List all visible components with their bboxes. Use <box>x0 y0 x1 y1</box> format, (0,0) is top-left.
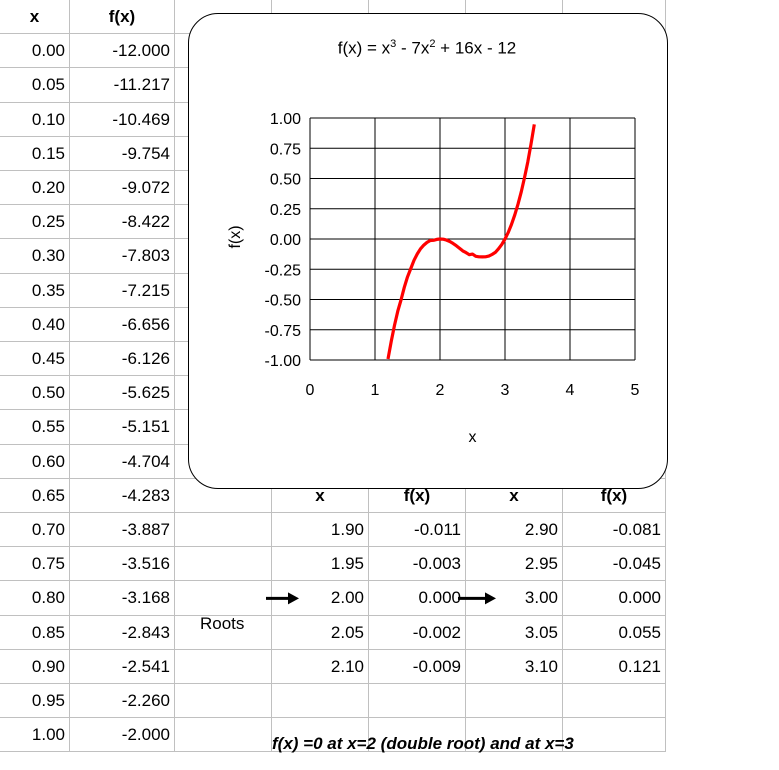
fx-value-cell[interactable]: -2.260 <box>70 684 175 719</box>
x-value-cell[interactable]: 0.05 <box>0 68 70 103</box>
x-value-cell[interactable]: 0.30 <box>0 239 70 274</box>
column-header-fx[interactable]: f(x) <box>70 0 175 35</box>
chart-area[interactable] <box>188 13 668 489</box>
x-value-cell[interactable]: 0.65 <box>0 478 70 513</box>
roots-fx-cell[interactable]: 0.000 <box>563 581 666 616</box>
empty-cell[interactable] <box>272 718 369 753</box>
x-value-cell[interactable]: 1.00 <box>0 718 70 753</box>
x-value-cell[interactable]: 0.40 <box>0 307 70 342</box>
fx-value-cell[interactable]: -4.704 <box>70 444 175 479</box>
roots-fx-cell[interactable]: -0.003 <box>369 547 466 582</box>
fx-value-cell[interactable]: -7.803 <box>70 239 175 274</box>
empty-cell[interactable] <box>466 684 563 719</box>
fx-value-cell[interactable]: -3.168 <box>70 581 175 616</box>
empty-cell[interactable] <box>369 718 466 753</box>
roots-x-cell[interactable]: 2.10 <box>272 649 369 684</box>
column-header-x[interactable]: x <box>0 0 70 35</box>
x-value-cell[interactable]: 0.50 <box>0 376 70 411</box>
empty-cell[interactable] <box>175 684 272 719</box>
roots-header-fx[interactable]: f(x) <box>369 478 466 513</box>
empty-cell[interactable] <box>272 684 369 719</box>
empty-cell[interactable] <box>175 547 272 582</box>
roots-fx-cell[interactable]: -0.045 <box>563 547 666 582</box>
x-value-cell[interactable]: 0.55 <box>0 410 70 445</box>
roots-fx-cell[interactable]: -0.011 <box>369 513 466 548</box>
fx-value-cell[interactable]: -3.887 <box>70 513 175 548</box>
x-value-cell[interactable]: 0.35 <box>0 273 70 308</box>
fx-value-cell[interactable]: -4.283 <box>70 478 175 513</box>
roots-x-cell[interactable]: 1.90 <box>272 513 369 548</box>
x-value-cell[interactable]: 0.95 <box>0 684 70 719</box>
fx-value-cell[interactable]: -6.656 <box>70 307 175 342</box>
fx-value-cell[interactable]: -5.625 <box>70 376 175 411</box>
roots-fx-cell[interactable]: 0.000 <box>369 581 466 616</box>
roots-x-cell[interactable]: 1.95 <box>272 547 369 582</box>
x-value-cell[interactable]: 0.00 <box>0 34 70 69</box>
roots-x-cell[interactable]: 2.00 <box>272 581 369 616</box>
fx-value-cell[interactable]: -6.126 <box>70 342 175 377</box>
x-value-cell[interactable]: 0.45 <box>0 342 70 377</box>
x-value-cell[interactable]: 0.70 <box>0 513 70 548</box>
x-value-cell[interactable]: 0.85 <box>0 615 70 650</box>
x-value-cell[interactable]: 0.25 <box>0 205 70 240</box>
roots-fx-cell[interactable]: -0.002 <box>369 615 466 650</box>
fx-value-cell[interactable]: -12.000 <box>70 34 175 69</box>
chart-title: f(x) = x3 - 7x2 + 16x - 12 <box>337 38 517 58</box>
empty-cell[interactable] <box>563 718 666 753</box>
fx-value-cell[interactable]: -10.469 <box>70 102 175 137</box>
fx-value-cell[interactable]: -2.843 <box>70 615 175 650</box>
fx-value-cell[interactable]: -8.422 <box>70 205 175 240</box>
roots-x-cell[interactable]: 3.05 <box>466 615 563 650</box>
x-value-cell[interactable]: 0.80 <box>0 581 70 616</box>
empty-cell[interactable] <box>175 513 272 548</box>
roots-header-x[interactable]: x <box>272 478 369 513</box>
roots-fx-cell[interactable]: -0.009 <box>369 649 466 684</box>
roots-label: Roots <box>200 614 245 633</box>
roots-x-cell[interactable]: 3.10 <box>466 649 563 684</box>
empty-cell[interactable] <box>466 718 563 753</box>
x-value-cell[interactable]: 0.20 <box>0 171 70 206</box>
empty-cell[interactable] <box>175 649 272 684</box>
roots-fx-cell[interactable]: 0.121 <box>563 649 666 684</box>
roots-x-cell[interactable]: 2.05 <box>272 615 369 650</box>
roots-x-cell[interactable]: 3.00 <box>466 581 563 616</box>
roots-header-fx[interactable]: f(x) <box>563 478 666 513</box>
empty-cell[interactable] <box>175 615 272 650</box>
fx-value-cell[interactable]: -9.754 <box>70 136 175 171</box>
fx-value-cell[interactable]: -2.541 <box>70 649 175 684</box>
fx-value-cell[interactable]: -9.072 <box>70 171 175 206</box>
x-value-cell[interactable]: 0.60 <box>0 444 70 479</box>
roots-fx-cell[interactable]: -0.081 <box>563 513 666 548</box>
empty-cell[interactable] <box>563 684 666 719</box>
roots-x-cell[interactable]: 2.90 <box>466 513 563 548</box>
empty-cell[interactable] <box>175 478 272 513</box>
x-value-cell[interactable]: 0.15 <box>0 136 70 171</box>
roots-x-cell[interactable]: 2.95 <box>466 547 563 582</box>
fx-value-cell[interactable]: -7.215 <box>70 273 175 308</box>
x-value-cell[interactable]: 0.75 <box>0 547 70 582</box>
empty-cell[interactable] <box>175 581 272 616</box>
empty-cell[interactable] <box>175 718 272 753</box>
fx-value-cell[interactable]: -3.516 <box>70 547 175 582</box>
roots-header-x[interactable]: x <box>466 478 563 513</box>
fx-value-cell[interactable]: -11.217 <box>70 68 175 103</box>
x-value-cell[interactable]: 0.90 <box>0 649 70 684</box>
fx-value-cell[interactable]: -5.151 <box>70 410 175 445</box>
roots-note: f(x) =0 at x=2 (double root) and at x=3 <box>272 734 574 753</box>
empty-cell[interactable] <box>369 684 466 719</box>
fx-value-cell[interactable]: -2.000 <box>70 718 175 753</box>
roots-fx-cell[interactable]: 0.055 <box>563 615 666 650</box>
x-value-cell[interactable]: 0.10 <box>0 102 70 137</box>
